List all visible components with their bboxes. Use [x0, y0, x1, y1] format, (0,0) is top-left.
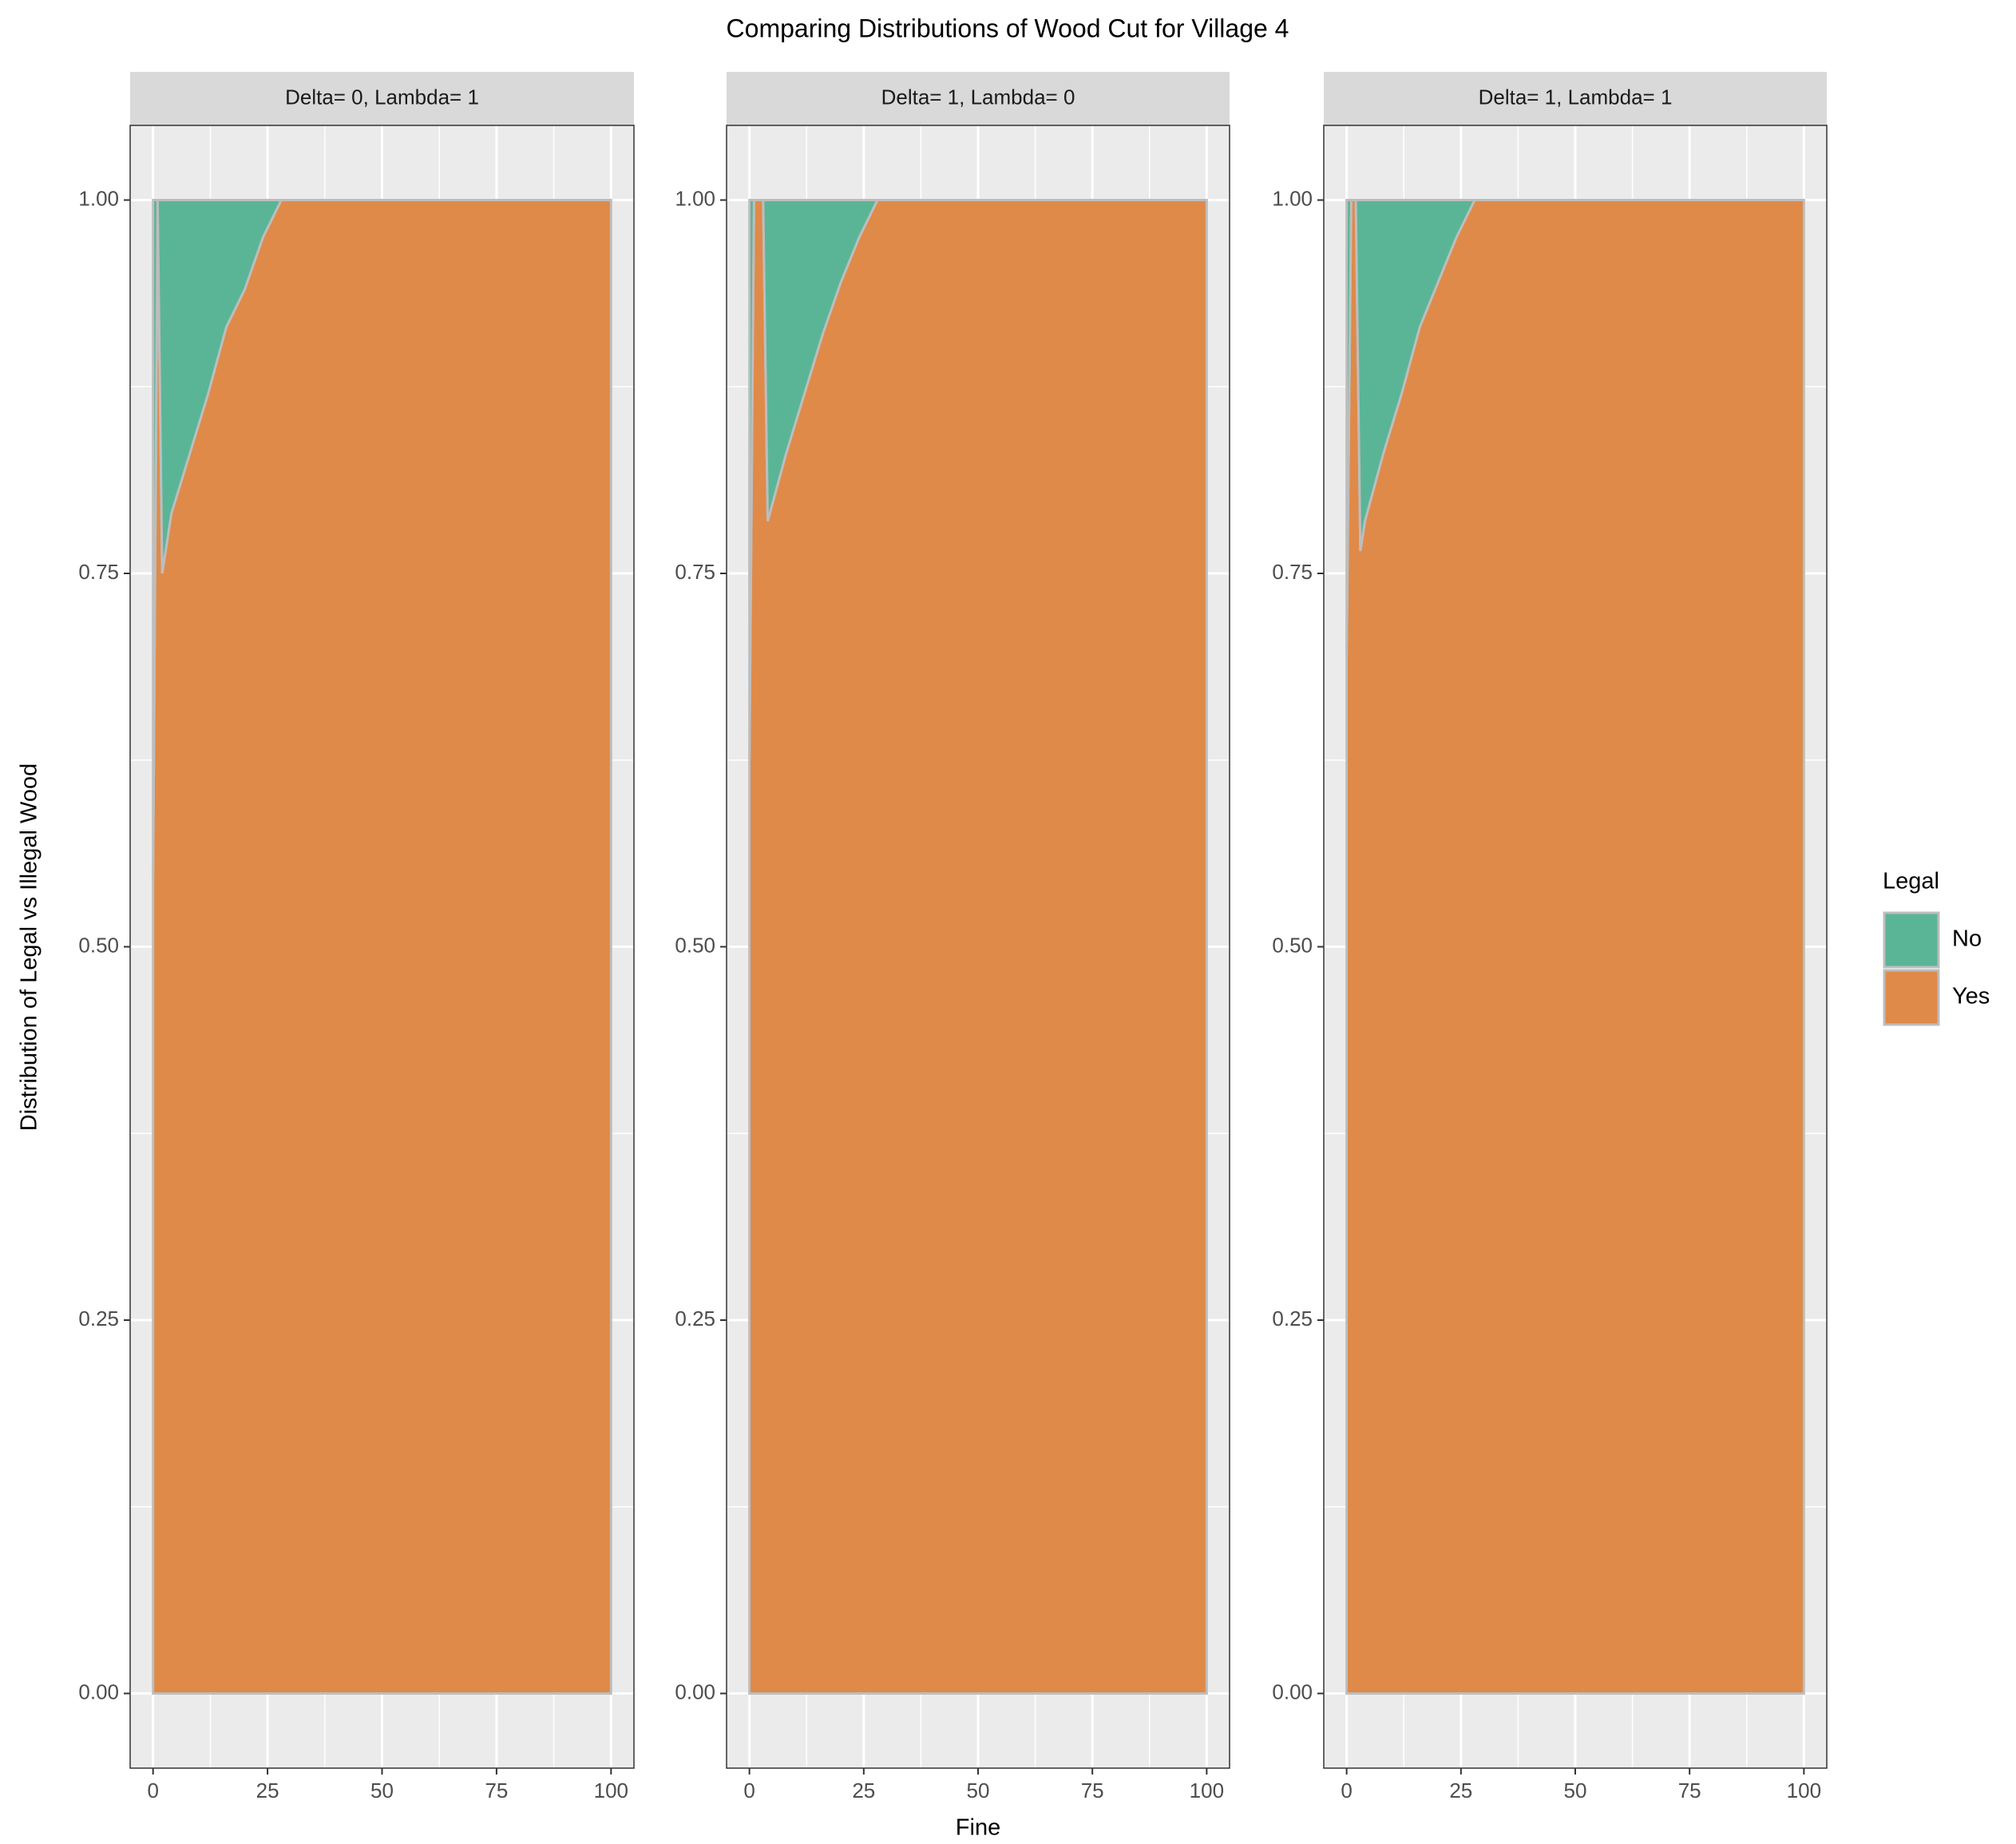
x-axis-label: Fine [956, 1815, 1000, 1841]
x-tick-label: 0 [743, 1779, 755, 1802]
strip [130, 72, 634, 125]
legend-title: Legal [1883, 869, 1939, 894]
legend-label: No [1952, 926, 1982, 952]
legend-key [1883, 911, 1940, 969]
x-tick-label: 100 [1787, 1779, 1821, 1802]
y-axis-label: Distribution of Legal vs Illegal Wood [17, 763, 42, 1132]
area [748, 199, 1208, 1695]
y-tick-label: 1.00 [78, 186, 119, 210]
legend-key [1883, 969, 1940, 1026]
y-tick-label: 0.75 [1272, 560, 1313, 584]
y-tick-label: 0.00 [1272, 1679, 1313, 1703]
y-tick-label: 0.50 [1272, 933, 1313, 957]
y-tick-label: 0.25 [675, 1307, 715, 1330]
y-tick-label: 1.00 [675, 186, 715, 210]
area [152, 199, 612, 880]
x-tick-label: 25 [852, 1779, 875, 1802]
x-tick-label: 100 [1190, 1779, 1224, 1802]
x-tick-label: 0 [147, 1779, 158, 1802]
x-tick-label: 100 [594, 1779, 628, 1802]
x-tick-label: 50 [1564, 1779, 1587, 1802]
area [1345, 199, 1805, 1695]
y-tick-label: 0.50 [675, 933, 715, 957]
y-tick-label: 0.25 [1272, 1307, 1313, 1330]
x-tick-label: 25 [256, 1779, 279, 1802]
area [152, 199, 612, 1695]
facet-title: Delta= 1, Lambda= 0 [881, 85, 1075, 109]
strip [1324, 72, 1827, 125]
x-tick-label: 75 [1678, 1779, 1701, 1802]
x-tick-label: 0 [1341, 1779, 1352, 1802]
y-tick-label: 0.50 [78, 933, 119, 957]
strip [727, 72, 1230, 125]
y-tick-label: 0.25 [78, 1307, 119, 1330]
facet-title: Delta= 0, Lambda= 1 [285, 85, 479, 109]
area [748, 199, 1207, 760]
chart-title: Comparing Distributions of Wood Cut for … [727, 14, 1289, 42]
x-tick-label: 75 [1081, 1779, 1104, 1802]
x-tick-label: 50 [370, 1779, 394, 1802]
y-tick-label: 0.75 [675, 560, 715, 584]
y-tick-label: 0.00 [78, 1679, 119, 1703]
legend-label: Yes [1952, 984, 1990, 1009]
y-tick-label: 0.75 [78, 560, 119, 584]
area [1345, 199, 1804, 656]
x-tick-label: 75 [485, 1779, 508, 1802]
x-tick-label: 25 [1449, 1779, 1472, 1802]
y-tick-label: 1.00 [1272, 186, 1313, 210]
facet-title: Delta= 1, Lambda= 1 [1479, 85, 1673, 109]
y-tick-label: 0.00 [675, 1679, 715, 1703]
x-tick-label: 50 [967, 1779, 990, 1802]
